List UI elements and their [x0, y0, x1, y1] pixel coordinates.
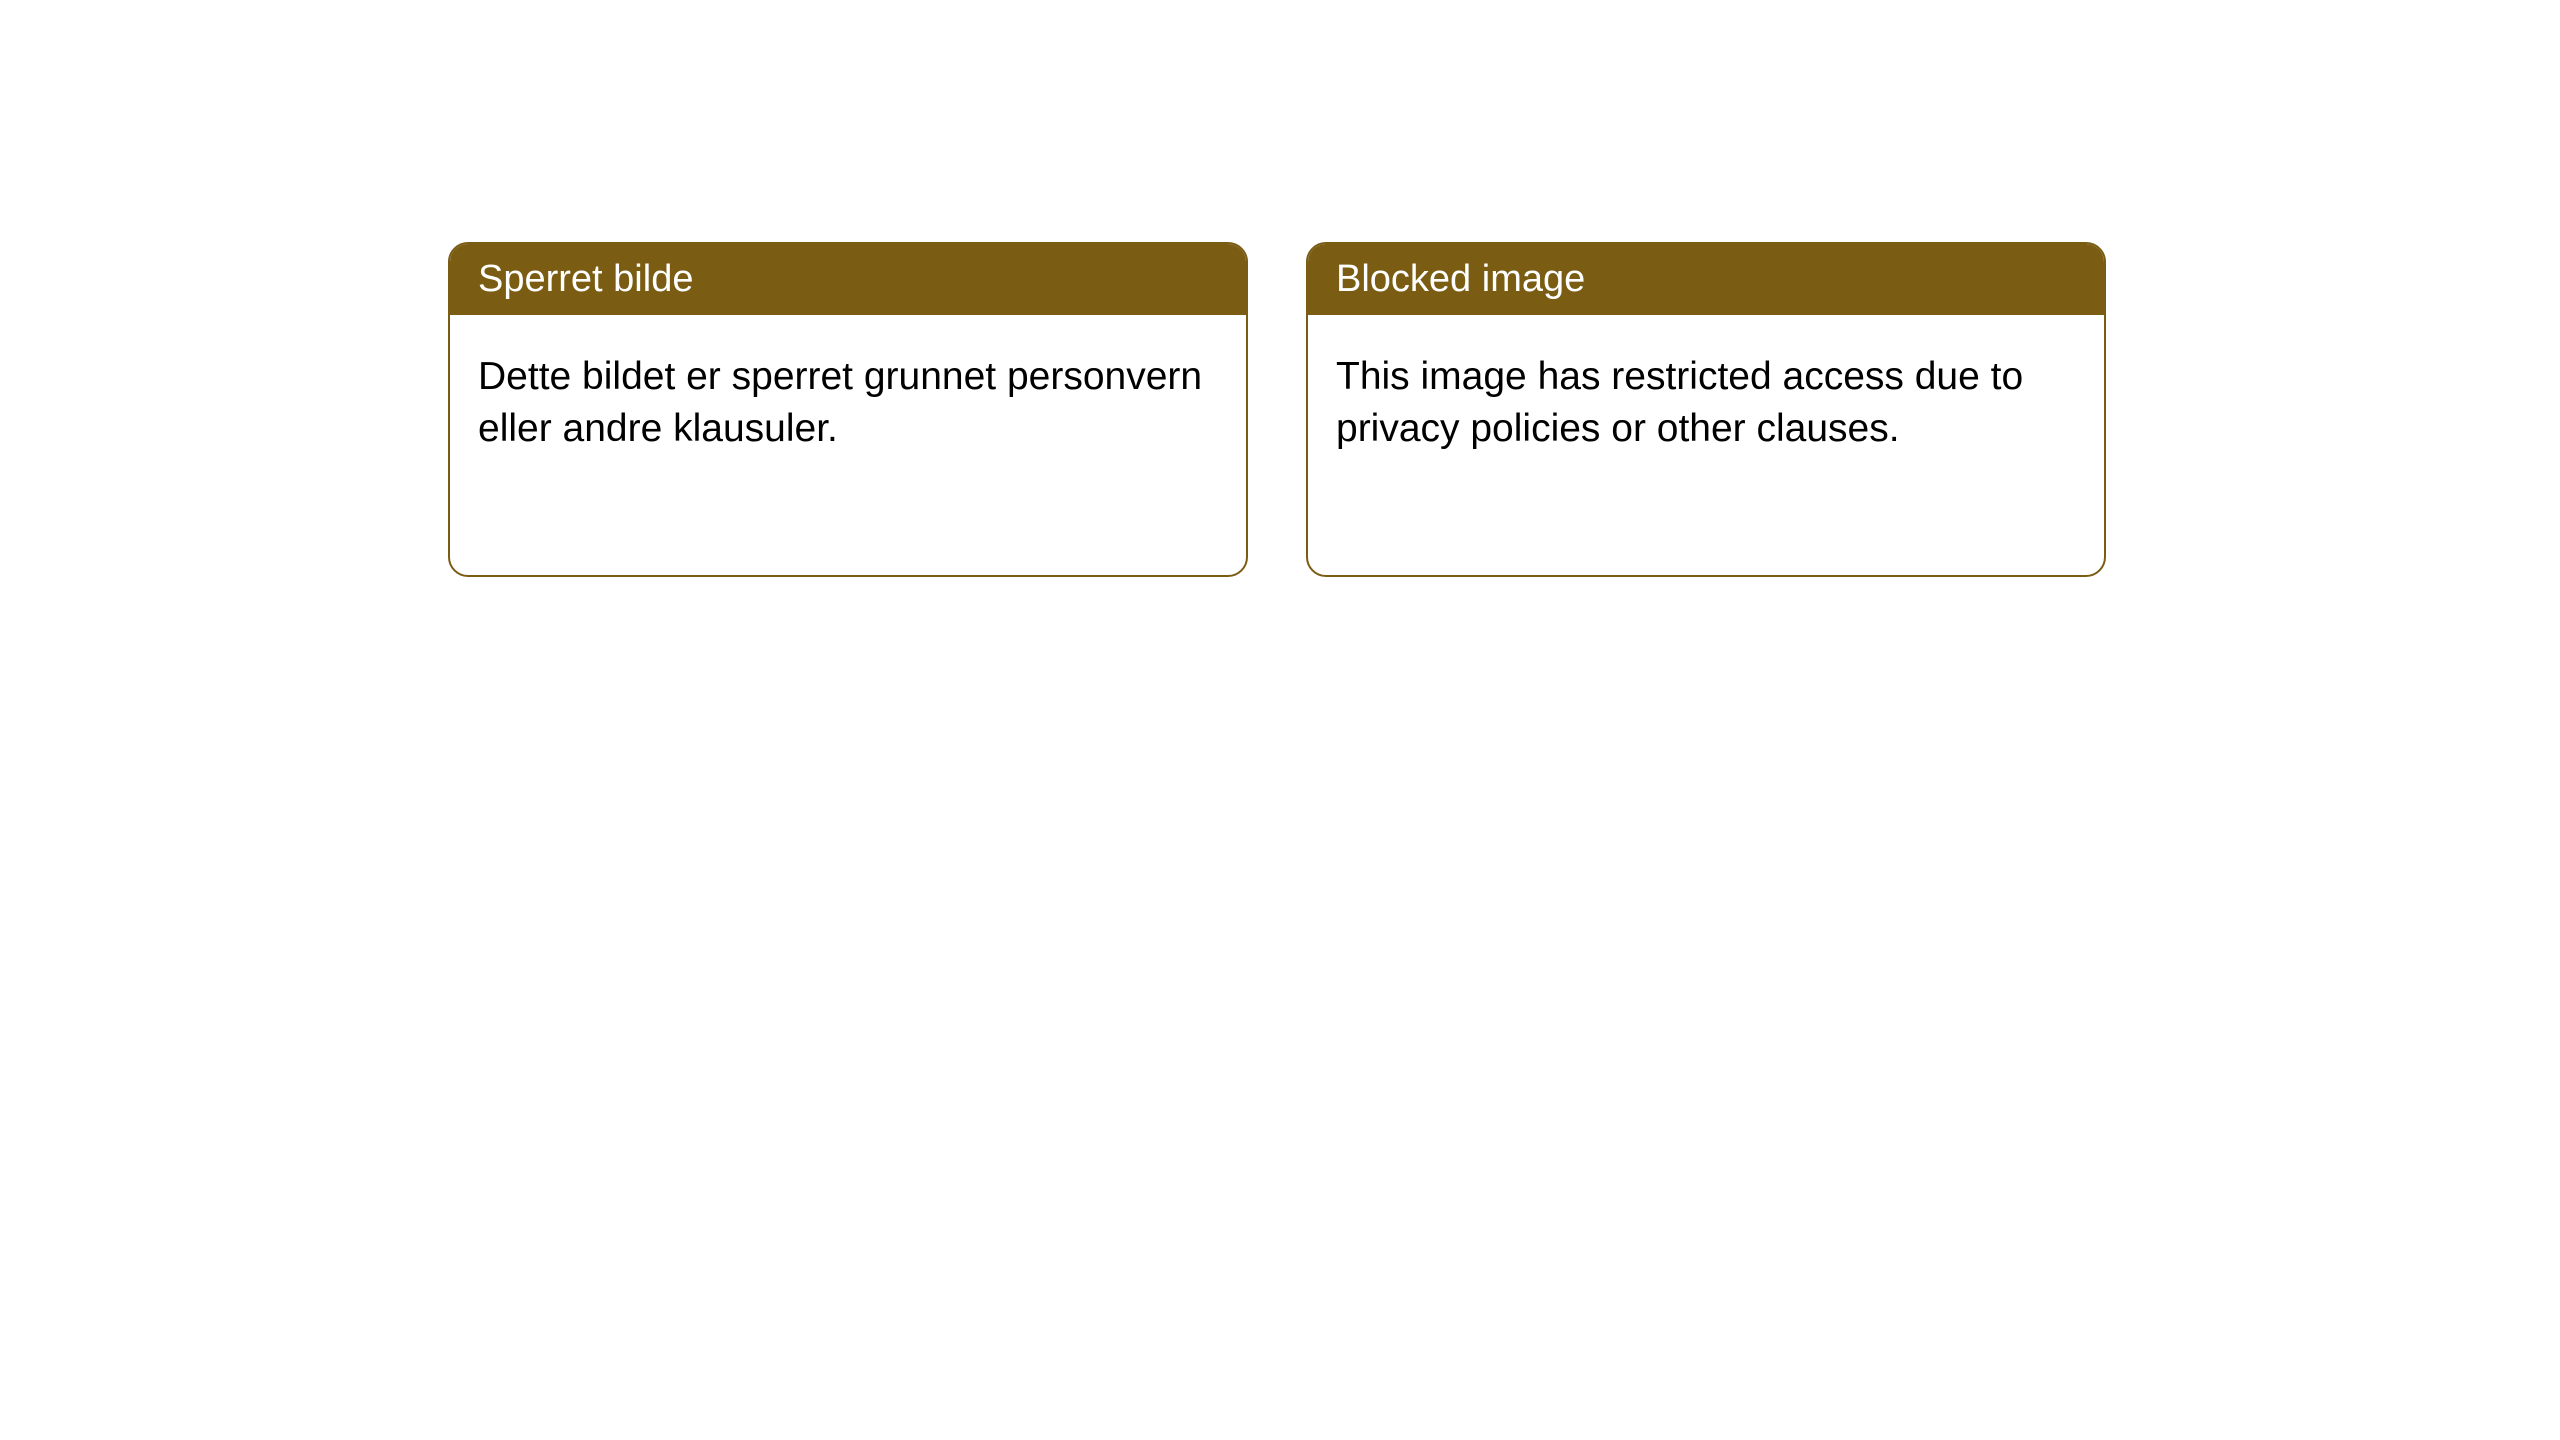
card-message: This image has restricted access due to … — [1336, 355, 2023, 450]
notice-card-english: Blocked image This image has restricted … — [1306, 242, 2106, 577]
card-title: Blocked image — [1336, 258, 1585, 300]
notice-card-norwegian: Sperret bilde Dette bildet er sperret gr… — [448, 242, 1248, 577]
card-body: This image has restricted access due to … — [1308, 315, 2104, 491]
card-message: Dette bildet er sperret grunnet personve… — [478, 355, 1202, 450]
card-title: Sperret bilde — [478, 258, 693, 300]
card-header: Sperret bilde — [450, 244, 1246, 315]
card-body: Dette bildet er sperret grunnet personve… — [450, 315, 1246, 491]
notice-cards-container: Sperret bilde Dette bildet er sperret gr… — [448, 242, 2106, 577]
card-header: Blocked image — [1308, 244, 2104, 315]
